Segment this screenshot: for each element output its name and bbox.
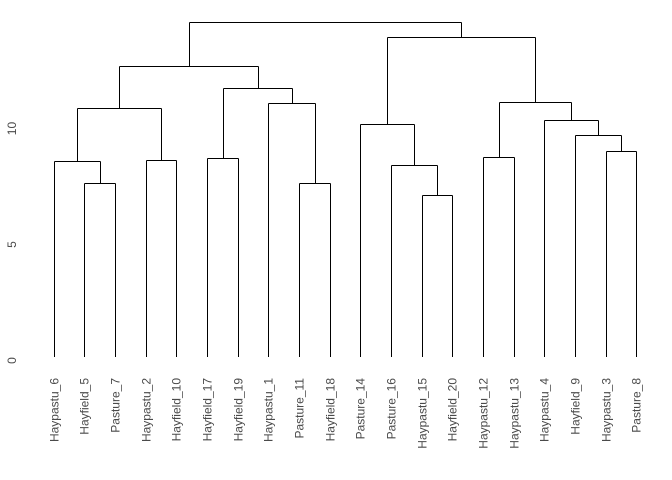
leaf-label: Pasture_7 [109, 378, 123, 433]
leaf-label: Hayfield_18 [324, 378, 338, 442]
y-axis-tick-label: 5 [5, 241, 19, 248]
leaf-label: Hayfield_9 [569, 378, 583, 435]
leaf-label: Pasture_8 [630, 378, 644, 433]
leaf-label: Haypastu_12 [477, 378, 491, 449]
leaf-label: Hayfield_10 [170, 378, 184, 442]
leaf-label: Hayfield_20 [446, 378, 460, 442]
leaf-label: Pasture_11 [293, 378, 307, 439]
leaf-label: Haypastu_4 [538, 378, 552, 442]
dendrogram-links [54, 22, 637, 357]
leaf-label: Pasture_14 [354, 378, 368, 440]
leaf-label: Haypastu_1 [262, 378, 276, 442]
y-axis-tick-label: 0 [5, 357, 19, 364]
leaf-label: Haypastu_13 [508, 378, 522, 449]
leaf-label: Haypastu_15 [416, 378, 430, 449]
leaf-label: Haypastu_2 [140, 378, 154, 442]
leaf-label: Hayfield_5 [78, 378, 92, 435]
leaf-label: Haypastu_6 [48, 378, 62, 442]
leaf-label: Haypastu_3 [600, 378, 614, 442]
leaf-label: Hayfield_17 [201, 378, 215, 442]
leaf-label: Pasture_16 [385, 378, 399, 440]
y-axis-tick-label: 10 [5, 122, 19, 136]
leaf-label: Hayfield_19 [232, 378, 246, 442]
